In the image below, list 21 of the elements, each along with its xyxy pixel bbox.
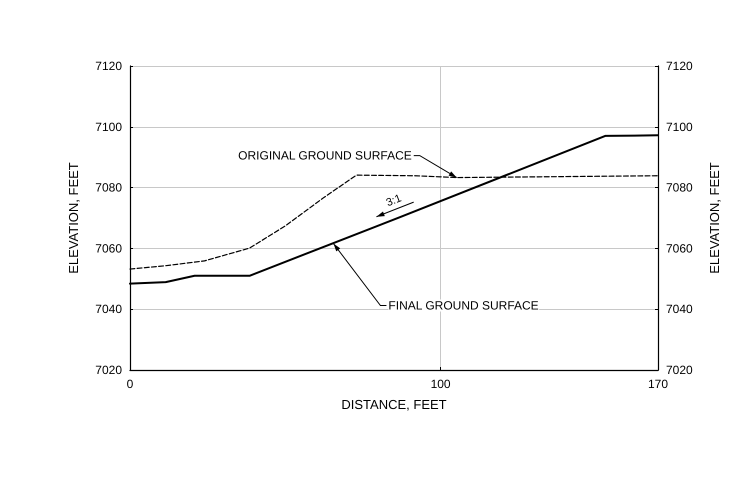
y2-tick-label: 7120 bbox=[666, 59, 694, 73]
y2-tick-label: 7100 bbox=[666, 120, 694, 134]
y-tick-label: 7120 bbox=[95, 59, 122, 73]
y2-tick-label: 7060 bbox=[666, 241, 694, 256]
y-tick-label: 7080 bbox=[95, 180, 122, 195]
annotation: FINAL GROUND SURFACE bbox=[388, 298, 539, 313]
y2-tick-label: 7020 bbox=[666, 363, 694, 377]
y-tick-label: 7060 bbox=[95, 241, 122, 256]
y-axis-title: ELEVATION, FEET bbox=[66, 162, 81, 274]
y-tick-label: 7020 bbox=[95, 363, 122, 377]
y-tick-label: 7100 bbox=[95, 120, 122, 134]
x-tick-label: 0 bbox=[126, 377, 134, 391]
annotation: 3:1 bbox=[384, 192, 404, 210]
x-tick-label: 100 bbox=[430, 377, 451, 391]
annotation: ORIGINAL GROUND SURFACE bbox=[238, 148, 412, 163]
x-axis-title: DISTANCE, FEET bbox=[341, 397, 447, 412]
y2-tick-label: 7080 bbox=[666, 180, 694, 195]
y2-tick-label: 7040 bbox=[666, 302, 694, 316]
y2-axis-title: ELEVATION, FEET bbox=[707, 162, 722, 274]
x-tick-label: 170 bbox=[648, 377, 668, 391]
y-tick-label: 7040 bbox=[95, 302, 122, 316]
